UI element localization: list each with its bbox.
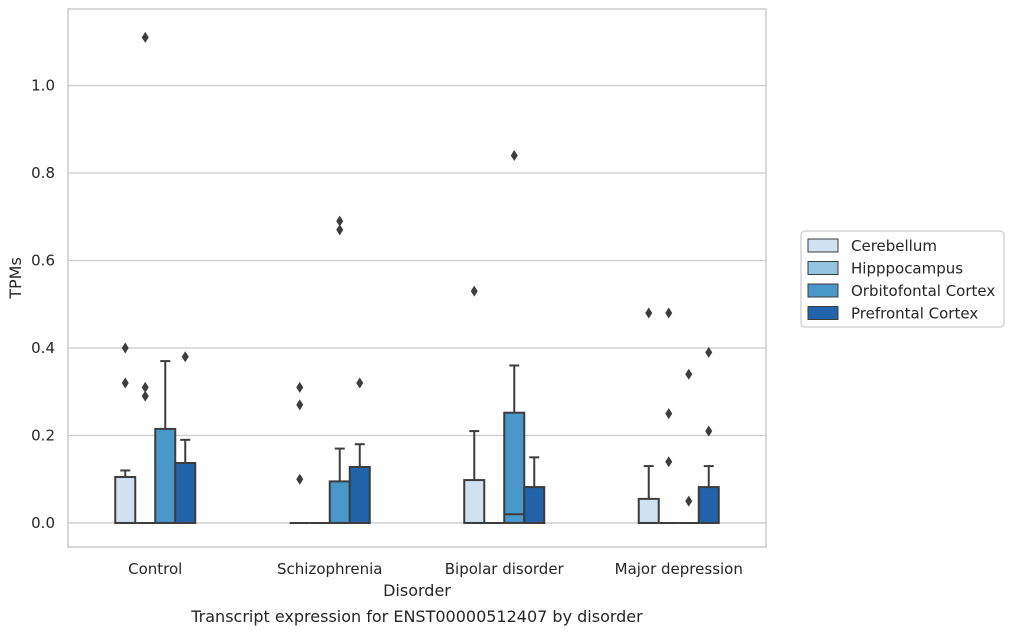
outlier-point xyxy=(296,399,304,411)
y-tick-label: 0.2 xyxy=(31,426,55,444)
y-tick-label: 1.0 xyxy=(31,77,55,95)
box-body xyxy=(503,411,526,524)
y-axis-ticks: 0.0 0.2 0.4 0.6 0.8 1.0 xyxy=(31,77,55,532)
legend-label: Orbitofontal Cortex xyxy=(851,282,995,300)
outlier-point xyxy=(141,381,149,393)
legend-swatch xyxy=(807,261,839,275)
box-body xyxy=(637,497,660,524)
box-body xyxy=(348,465,371,524)
legend-label: Prefrontal Cortex xyxy=(851,305,978,323)
plot-frame xyxy=(67,8,767,548)
y-tick-label: 0.6 xyxy=(31,252,55,270)
x-tick-label: Schizophrenia xyxy=(277,560,382,578)
outlier-point xyxy=(665,408,673,420)
box-cerebellum xyxy=(637,307,660,524)
legend-swatch xyxy=(807,238,839,253)
box-body xyxy=(697,486,720,524)
outlier-point xyxy=(705,425,713,437)
box-series xyxy=(114,31,720,524)
box-cerebellum xyxy=(114,342,137,524)
box-orbitofontal-cortex xyxy=(154,360,177,524)
box-orbitofontal-cortex xyxy=(503,150,526,524)
outlier-point xyxy=(121,377,129,389)
outlier-point xyxy=(470,285,478,297)
y-axis-label: TPMs xyxy=(6,257,25,300)
x-tick-label: Bipolar disorder xyxy=(445,560,565,578)
outlier-point xyxy=(141,31,149,43)
outlier-point xyxy=(141,390,149,402)
outlier-point xyxy=(665,307,673,319)
outlier-point xyxy=(336,215,344,227)
x-tick-label: Control xyxy=(128,560,182,578)
outlier-point xyxy=(645,307,653,319)
x-axis-label: Disorder xyxy=(383,581,451,600)
box-body xyxy=(463,479,486,524)
outlier-point xyxy=(705,346,713,358)
box-cerebellum xyxy=(463,285,486,524)
box-body xyxy=(174,462,197,524)
figure-caption: Transcript expression for ENST0000051240… xyxy=(190,607,643,626)
x-axis-ticks: Control Schizophrenia Bipolar disorder Majo… xyxy=(128,560,743,578)
box-orbitofontal-cortex xyxy=(328,215,351,524)
box-body xyxy=(328,480,351,524)
outlier-point xyxy=(336,224,344,236)
y-tick-label: 0.8 xyxy=(31,164,55,182)
box-hipppocampus xyxy=(658,307,679,524)
outlier-point xyxy=(685,495,693,507)
box-body xyxy=(523,486,546,524)
legend-frame xyxy=(800,230,1005,328)
outlier-point xyxy=(510,150,518,162)
box-body xyxy=(154,427,177,524)
y-tick-label: 0.4 xyxy=(31,339,55,357)
box-prefrontal-cortex xyxy=(174,351,197,524)
legend-label: Hipppocampus xyxy=(851,260,963,278)
legend: Cerebellum Hipppocampus Orbitofontal Corte… xyxy=(800,230,1005,328)
box-prefrontal-cortex xyxy=(697,346,720,524)
legend-label: Cerebellum xyxy=(851,237,937,255)
outlier-point xyxy=(296,381,304,393)
x-tick-label: Major depression xyxy=(615,560,743,578)
outlier-point xyxy=(121,342,129,354)
box-cerebellum xyxy=(289,381,310,524)
box-prefrontal-cortex xyxy=(523,456,546,524)
box-body xyxy=(114,476,137,524)
box-hipppocampus xyxy=(135,31,156,524)
outlier-point xyxy=(181,351,189,363)
outlier-point xyxy=(296,473,304,485)
box-prefrontal-cortex xyxy=(348,377,371,524)
legend-swatch xyxy=(807,306,839,320)
outlier-point xyxy=(685,368,693,380)
legend-swatch xyxy=(807,283,839,298)
outlier-point xyxy=(356,377,364,389)
y-tick-label: 0.0 xyxy=(31,514,55,532)
outlier-point xyxy=(665,456,673,468)
box-orbitofontal-cortex xyxy=(678,368,699,524)
